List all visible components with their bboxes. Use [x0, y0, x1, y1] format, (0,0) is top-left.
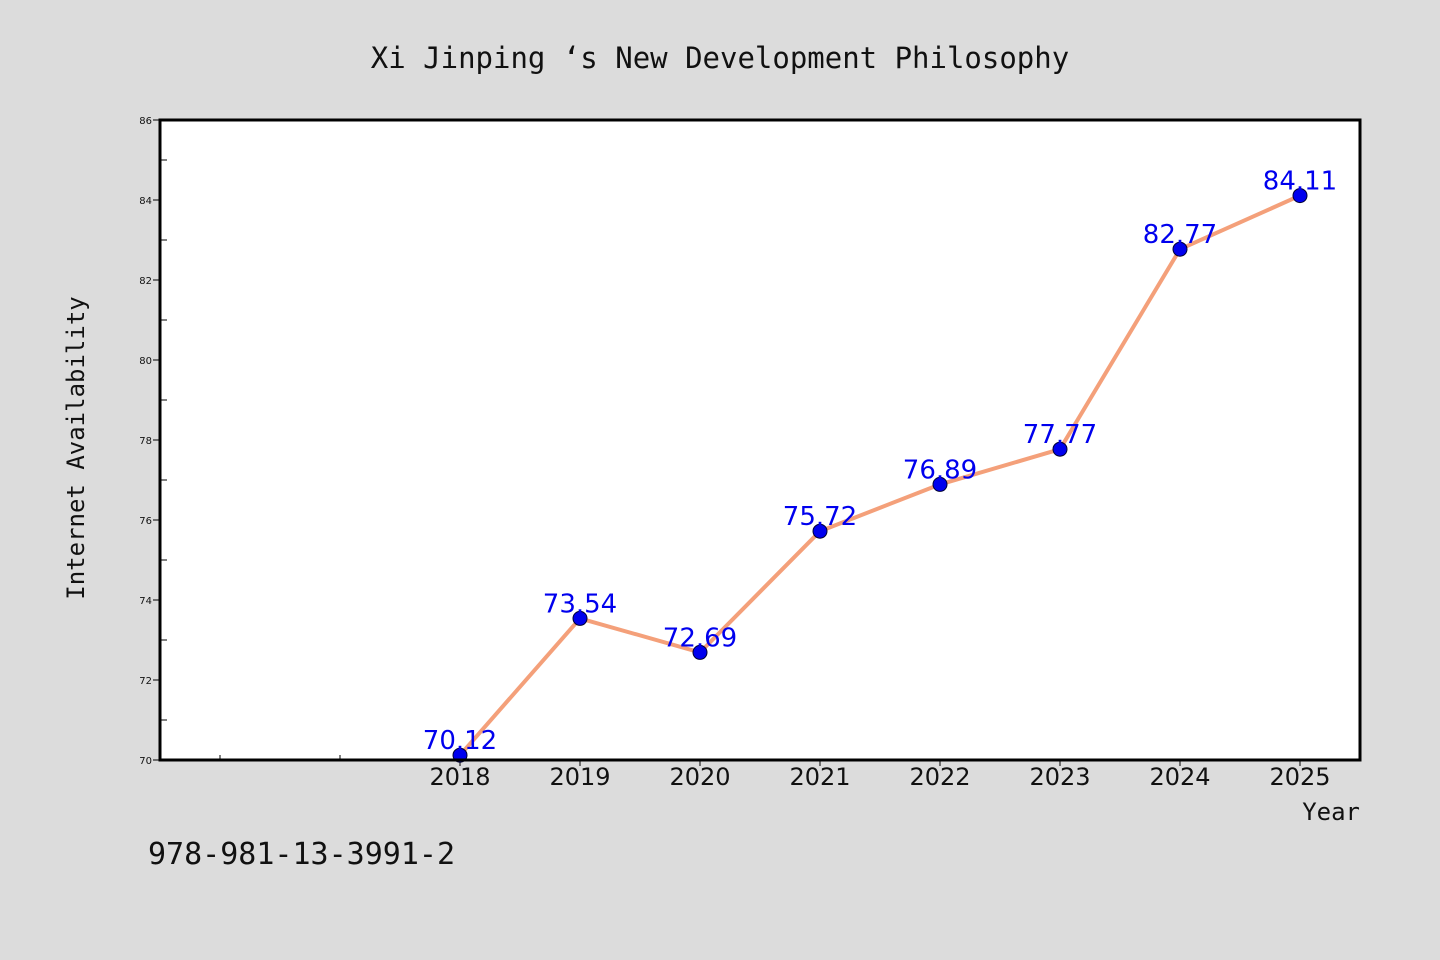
data-label: 76.89: [903, 455, 977, 485]
data-point: [572, 610, 588, 626]
data-point: [1172, 241, 1188, 257]
x-tick-label: 2021: [789, 763, 850, 791]
series-line: [458, 193, 1301, 757]
y-tick-label: 76: [139, 516, 152, 527]
isbn-text: 978-981-13-3991-2: [148, 837, 455, 872]
data-point: [692, 644, 708, 660]
x-axis-label: Year: [1302, 798, 1360, 826]
y-tick-label: 70: [139, 756, 152, 767]
data-label: 72.69: [663, 623, 737, 653]
data-point: [1292, 188, 1308, 204]
plot-frame: [158, 118, 1362, 762]
y-axis-label: Internet Availability: [62, 296, 90, 599]
data-point: [1052, 441, 1068, 457]
data-label: 84.11: [1263, 167, 1337, 197]
data-label: 73.54: [543, 589, 617, 619]
y-tick-label: 84: [139, 196, 152, 207]
x-tick-label: 2023: [1029, 763, 1090, 791]
y-tick-label: 80: [139, 356, 152, 367]
data-label: 75.72: [783, 502, 857, 532]
x-tick-label: 2020: [669, 763, 730, 791]
x-tick-label: 2025: [1269, 763, 1330, 791]
data-label: 70.12: [423, 726, 497, 756]
x-tick-label: 2019: [549, 763, 610, 791]
y-tick-label: 78: [139, 436, 152, 447]
x-tick-label: 2018: [429, 763, 490, 791]
x-axis-ticks: 2018 2019 2020 2021 2022 2023 2024 2025: [219, 755, 1331, 791]
x-tick-label: 2022: [909, 763, 970, 791]
data-label: 82.77: [1143, 220, 1217, 250]
y-tick-label: 86: [139, 116, 152, 127]
y-tick-label: 72: [139, 676, 152, 687]
chart-title: Xi Jinping ‘s New Development Philosophy: [371, 41, 1069, 75]
data-point: [812, 523, 828, 539]
y-tick-label: 82: [139, 276, 152, 287]
series-group: 70.12 73.54 72.69 75.72 76.89 77.77 82.77 84.11: [423, 167, 1337, 763]
x-tick-label: 2024: [1149, 763, 1210, 791]
plot-area: [160, 120, 1360, 760]
data-point: [932, 476, 948, 492]
y-tick-label: 74: [139, 596, 152, 607]
data-label: 77.77: [1023, 420, 1097, 450]
